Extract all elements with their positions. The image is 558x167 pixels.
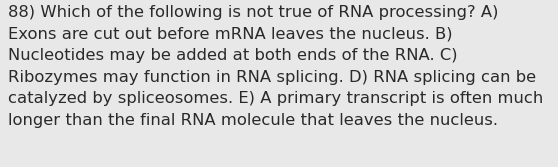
Text: 88) Which of the following is not true of RNA processing? A)
Exons are cut out b: 88) Which of the following is not true o… <box>8 5 543 128</box>
